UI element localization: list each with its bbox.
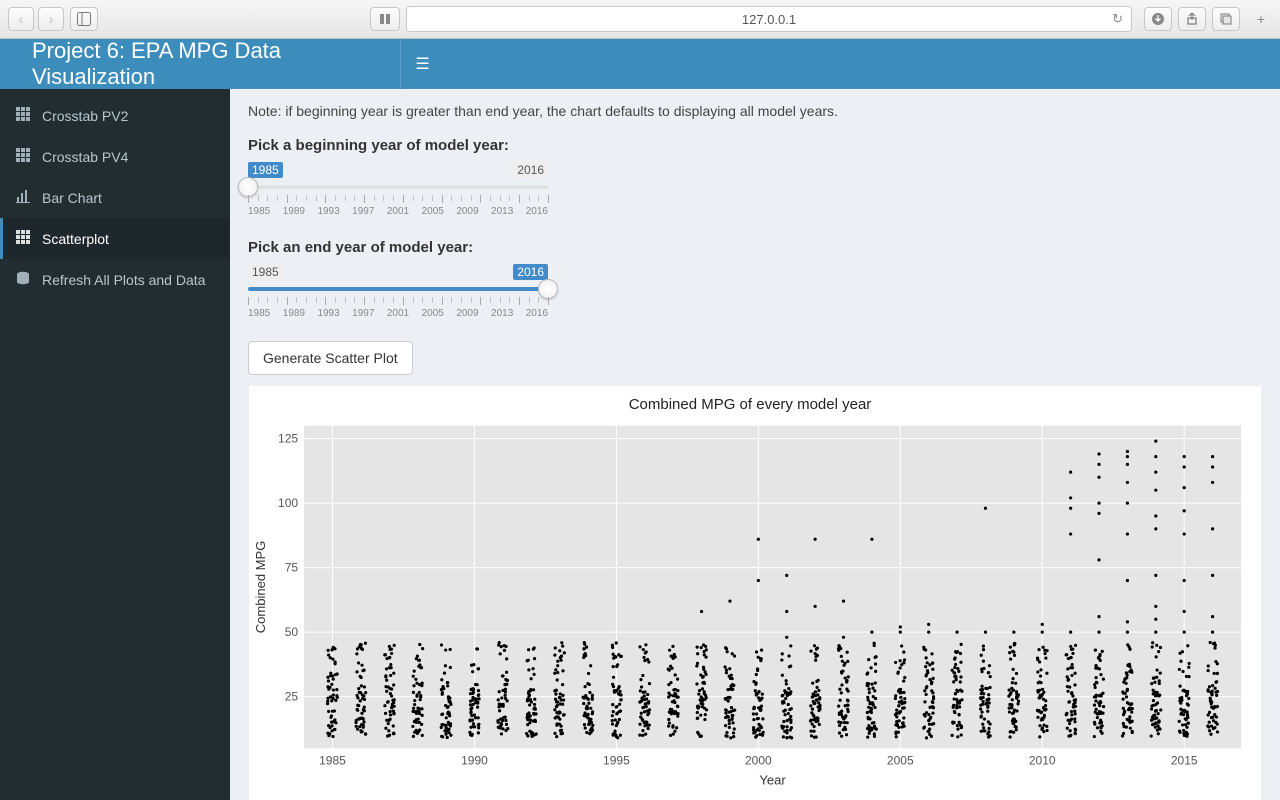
slider-tick-label: 2005 <box>422 308 444 319</box>
generate-button[interactable]: Generate Scatter Plot <box>248 341 413 375</box>
slider-end[interactable]: 1985 2016 1985 1989 1993 1997 2001 2005 2009 2013… <box>248 264 548 319</box>
slider-track[interactable] <box>248 181 548 193</box>
new-tab-button[interactable]: + <box>1250 11 1272 27</box>
slider-min-badge: 1985 <box>248 264 283 280</box>
slider-tick-label: 2005 <box>422 206 444 217</box>
sidebar-item-label: Crosstab PV2 <box>42 108 128 124</box>
back-button[interactable]: ‹ <box>8 7 34 31</box>
slider-tick-label: 2016 <box>526 206 548 217</box>
reader-button[interactable] <box>370 7 400 31</box>
chart-title: Combined MPG of every model year <box>249 392 1251 413</box>
slider-tick-label: 1985 <box>248 206 270 217</box>
svg-text:2015: 2015 <box>1171 753 1198 767</box>
slider-tick-label: 1989 <box>283 308 305 319</box>
hamburger-icon: ☰ <box>415 54 429 74</box>
share-icon <box>1185 12 1199 26</box>
sidebar-item-bar-chart[interactable]: Bar Chart <box>0 177 230 218</box>
svg-text:75: 75 <box>285 561 299 575</box>
slider-tick-label: 2016 <box>526 308 548 319</box>
svg-text:2005: 2005 <box>887 753 914 767</box>
slider-tick-label: 1993 <box>317 308 339 319</box>
slider-tick-label: 2009 <box>456 206 478 217</box>
sidebar-item-label: Bar Chart <box>42 190 102 206</box>
slider-handle[interactable] <box>538 279 558 299</box>
svg-text:25: 25 <box>285 690 299 704</box>
svg-text:100: 100 <box>278 496 298 510</box>
forward-button[interactable]: › <box>38 7 64 31</box>
slider-tick-label: 1985 <box>248 308 270 319</box>
slider-begin-label: Pick a beginning year of model year: <box>248 137 1262 154</box>
svg-text:Combined MPG: Combined MPG <box>253 541 268 634</box>
slider-begin[interactable]: 1985 2016 1985 1989 1993 1997 2001 2005 2009 2013… <box>248 162 548 217</box>
slider-tick-label: 1997 <box>352 308 374 319</box>
sidebar-item-label: Refresh All Plots and Data <box>42 272 205 288</box>
reload-icon[interactable]: ↻ <box>1112 11 1123 27</box>
slider-tick-label: 1997 <box>352 206 374 217</box>
scatter-plot: 25 50 75 100 125 1985 1990 1995 2000 2005 2010 2015… <box>249 413 1251 793</box>
sidebar-item-label: Crosstab PV4 <box>42 149 128 165</box>
th-icon <box>14 107 32 124</box>
address-text: 127.0.0.1 <box>742 12 796 27</box>
slider-min-badge: 1985 <box>248 162 283 178</box>
share-button[interactable] <box>1178 7 1206 31</box>
svg-text:1990: 1990 <box>461 753 488 767</box>
sidebar-item-scatterplot[interactable]: Scatterplot <box>0 218 230 259</box>
slider-tick-label: 1993 <box>317 206 339 217</box>
browser-toolbar: ‹ › 127.0.0.1 ↻ + <box>0 0 1280 39</box>
sidebar-toggle-button[interactable] <box>70 7 98 31</box>
slider-max-badge: 2016 <box>513 264 548 280</box>
downloads-button[interactable] <box>1144 7 1172 31</box>
slider-track[interactable] <box>248 283 548 295</box>
slider-tick-label: 2013 <box>491 206 513 217</box>
tabs-icon <box>1219 12 1233 26</box>
slider-tick-label: 2001 <box>387 308 409 319</box>
sidebar: Crosstab PV2 Crosstab PV4 Bar Chart Scatter… <box>0 89 230 800</box>
th-icon <box>14 148 32 165</box>
bar-chart-icon <box>14 189 32 206</box>
svg-text:1995: 1995 <box>603 753 630 767</box>
sidebar-item-crosstab-pv4[interactable]: Crosstab PV4 <box>0 136 230 177</box>
reader-icon <box>378 12 392 26</box>
svg-text:2000: 2000 <box>745 753 772 767</box>
tabs-button[interactable] <box>1212 7 1240 31</box>
svg-text:1985: 1985 <box>319 753 346 767</box>
download-icon <box>1151 12 1165 26</box>
plot-card: Combined MPG of every model year 25 50 75 1… <box>248 385 1262 800</box>
slider-max-badge: 2016 <box>513 162 548 178</box>
slider-tick-label: 2001 <box>387 206 409 217</box>
svg-text:50: 50 <box>285 625 299 639</box>
panel-icon <box>77 12 91 26</box>
sidebar-item-refresh-all-plots-and-data[interactable]: Refresh All Plots and Data <box>0 259 230 300</box>
main-content: Note: if beginning year is greater than … <box>230 89 1280 800</box>
address-bar[interactable]: 127.0.0.1 ↻ <box>406 6 1132 32</box>
app-header: Project 6: EPA MPG Data Visualization ☰ <box>0 39 1280 89</box>
note-text: Note: if beginning year is greater than … <box>248 103 1262 119</box>
slider-tick-label: 1989 <box>283 206 305 217</box>
slider-tick-label: 2013 <box>491 308 513 319</box>
svg-text:2010: 2010 <box>1029 753 1056 767</box>
database-icon <box>14 271 32 288</box>
sidebar-item-crosstab-pv2[interactable]: Crosstab PV2 <box>0 95 230 136</box>
svg-text:125: 125 <box>278 432 298 446</box>
sidebar-item-label: Scatterplot <box>42 231 109 247</box>
slider-handle[interactable] <box>238 177 258 197</box>
svg-text:Year: Year <box>759 772 786 787</box>
page-title: Project 6: EPA MPG Data Visualization <box>0 39 400 89</box>
slider-end-label: Pick an end year of model year: <box>248 239 1262 256</box>
menu-toggle-button[interactable]: ☰ <box>400 39 444 89</box>
th-icon <box>14 230 32 247</box>
slider-tick-label: 2009 <box>456 308 478 319</box>
